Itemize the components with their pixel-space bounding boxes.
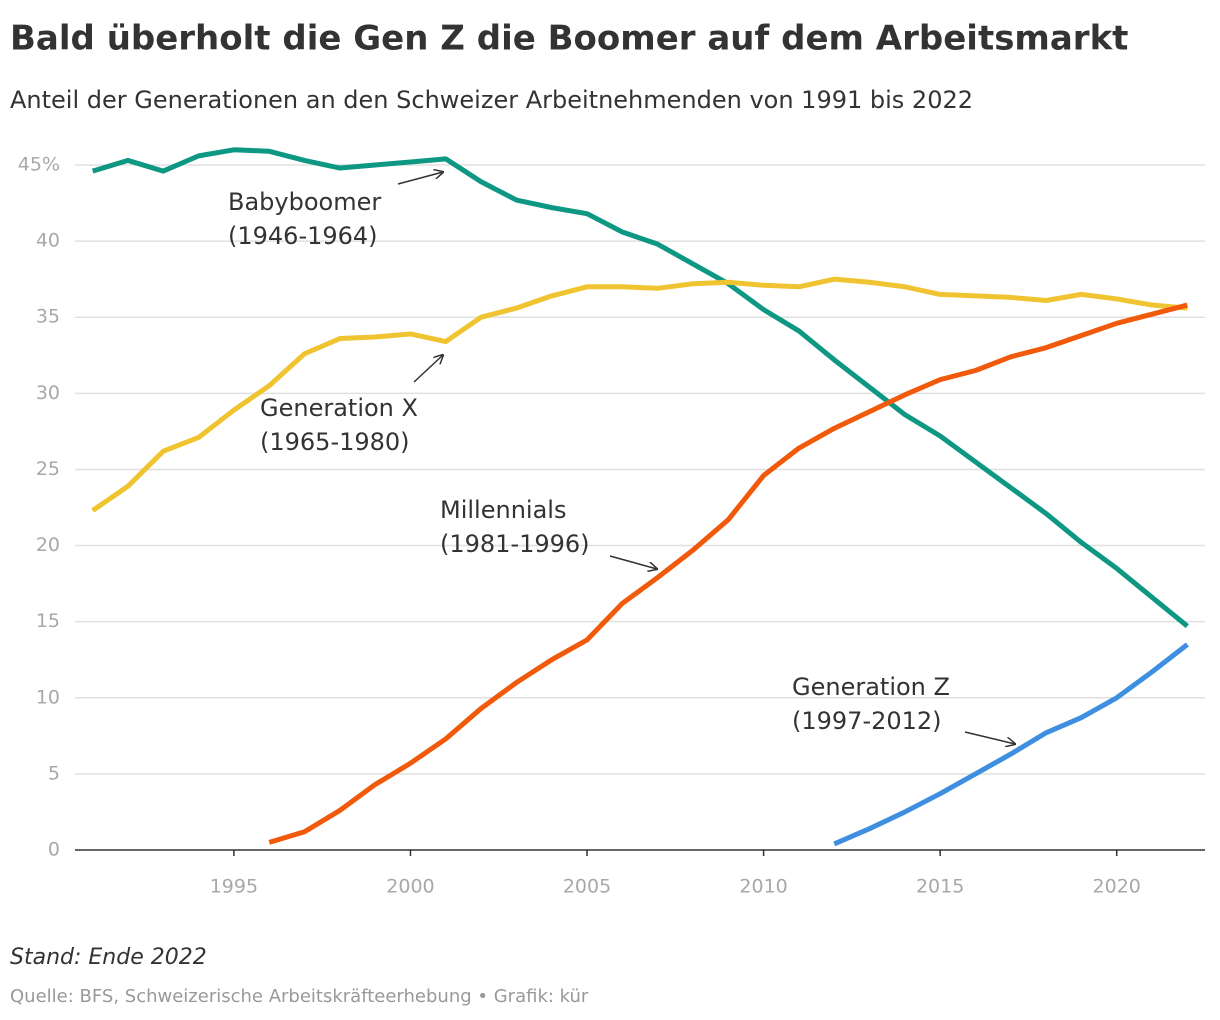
y-tick-label: 45%	[18, 154, 60, 176]
x-tick-label: 2010	[739, 876, 787, 898]
y-tick-label: 20	[36, 534, 60, 556]
series-line	[268, 302, 1188, 845]
note: Stand: Ende 2022	[10, 945, 207, 970]
x-tick-label: 2005	[563, 876, 611, 898]
arrow	[609, 555, 657, 569]
y-tick-label: 5	[48, 762, 60, 784]
series-label: Generation X	[260, 394, 418, 422]
series-label: Generation Z	[792, 673, 950, 701]
series-period: (1981-1996)	[440, 530, 590, 558]
chart-title: Bald überholt die Gen Z die Boomer auf d…	[10, 19, 1128, 59]
y-tick-label: 25	[36, 458, 60, 480]
chart-subtitle: Anteil der Generationen an den Schweizer…	[10, 86, 973, 114]
y-tick-label: 30	[36, 382, 60, 404]
y-tick-label: 15	[36, 610, 60, 632]
series-line	[833, 642, 1189, 847]
series-label: Millennials	[440, 496, 566, 524]
series-label: Babyboomer	[228, 188, 381, 216]
arrow	[413, 355, 443, 383]
series-line	[91, 147, 1189, 629]
series-period: (1965-1980)	[260, 428, 410, 456]
arrow	[397, 172, 443, 185]
series-line	[91, 276, 1188, 513]
x-tick-label: 2015	[916, 876, 964, 898]
series-period: (1997-2012)	[792, 707, 942, 735]
y-tick-label: 40	[36, 230, 60, 252]
series-period: (1946-1964)	[228, 222, 378, 250]
arrows	[397, 172, 1015, 744]
y-tick-label: 0	[48, 839, 60, 861]
x-tick-label: 2000	[386, 876, 434, 898]
x-tick-label: 2020	[1093, 876, 1141, 898]
y-tick-label: 10	[36, 686, 60, 708]
arrow	[964, 731, 1015, 744]
x-tick-label: 1995	[210, 876, 258, 898]
source: Quelle: BFS, Schweizerische Arbeitskräft…	[10, 986, 589, 1007]
y-tick-label: 35	[36, 306, 60, 328]
